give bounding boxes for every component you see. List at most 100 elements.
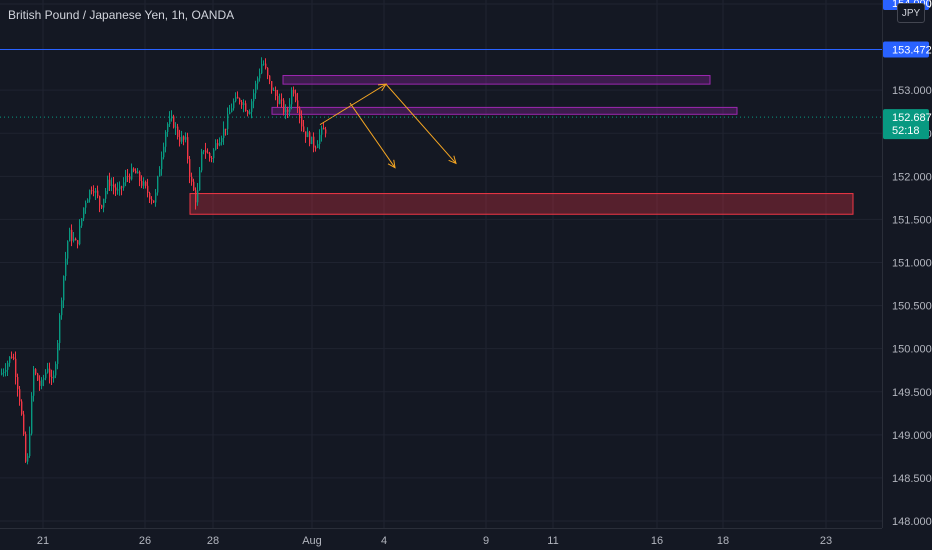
candle-body [233,101,235,109]
candle-body [131,168,133,180]
price-axis[interactable] [882,0,932,550]
candle-body [143,181,145,186]
candle-body [151,199,153,201]
candle-body [105,190,107,199]
arrowhead [377,83,387,92]
candle-body [297,100,299,109]
candle-body [265,63,267,68]
candle-body [283,100,285,113]
candle-body [149,192,151,200]
candle-body [15,358,17,378]
candle-body [219,142,221,146]
candle-body [269,75,271,82]
candle-body [129,176,131,180]
candle-body [37,373,39,381]
candle-body [179,137,181,142]
candle-body [139,171,141,182]
candle-body [119,186,121,190]
candle-body [3,371,5,373]
candle-body [189,159,191,177]
candle-body [91,190,93,192]
projection-arrow-2[interactable] [349,102,396,169]
candle-body [115,187,117,191]
candle-body [125,175,127,183]
candle-body [285,109,287,113]
candle-body [5,369,7,372]
candle-body [171,116,173,119]
candle-body [81,218,83,226]
demand-zone[interactable] [189,193,854,215]
resistance-price-badge [883,41,929,58]
candle-body [193,181,195,191]
candle-body [111,184,113,186]
candle-body [273,89,275,91]
candle-body [205,150,207,153]
candle-body [1,372,3,375]
candle-body [291,89,293,105]
candle-body [35,369,37,374]
candle-body [257,78,259,84]
candle-body [321,127,323,135]
x-tick-label: 26 [139,535,151,547]
candle-body [197,190,199,203]
candle-body [267,67,269,76]
candle-body [211,157,213,159]
candle-body [317,143,319,148]
y-tick-label: 150.500 [892,301,932,313]
arrowhead [448,155,457,165]
candle-body [93,191,95,193]
candle-body [43,378,45,380]
candle-body [47,368,49,373]
candle-body [245,103,247,112]
candle-body [169,118,171,124]
candle-body [275,89,277,96]
candle-body [101,205,103,208]
candle-body [65,258,67,277]
candle-body [271,81,273,91]
candle-body [323,127,325,130]
candle-body [223,128,225,139]
plot-area[interactable] [0,0,882,528]
candle-body [237,96,239,99]
candle-body [209,153,211,158]
candle-body [87,199,89,203]
candle-body [109,179,111,186]
time-axis[interactable] [0,528,882,550]
supply-zone-upper[interactable] [282,75,711,85]
candle-body [175,126,177,128]
candle-body [57,342,59,364]
candle-body [145,181,147,186]
candle-body [77,240,79,245]
candle-body [51,376,53,379]
candle-body [249,111,251,114]
candle-body [25,434,27,462]
candle-body [307,132,309,138]
candle-body [59,315,61,343]
candle-body [299,108,301,117]
candle-body [213,149,215,159]
candle-body [287,109,289,112]
candle-body [53,375,55,379]
candle-body [281,99,283,101]
supply-zone-lower[interactable] [271,106,738,115]
y-tick-label: 152.000 [892,171,932,183]
candle-body [279,99,281,104]
candle-body [89,190,91,200]
candle-body [231,108,233,113]
x-tick-label: 4 [381,535,387,547]
candle-body [73,238,75,241]
candle-body [33,369,35,396]
candle-body [181,136,183,142]
candle-body [137,171,139,174]
candle-body [221,138,223,143]
currency-badge[interactable]: JPY [897,3,925,23]
candle-body [17,377,19,390]
candle-body [313,136,315,148]
y-tick-label: 148.000 [892,516,932,528]
candle-body [157,176,159,193]
candle-body [185,137,187,140]
candle-body [79,225,81,245]
candle-body [261,64,263,74]
candle-body [319,134,321,144]
